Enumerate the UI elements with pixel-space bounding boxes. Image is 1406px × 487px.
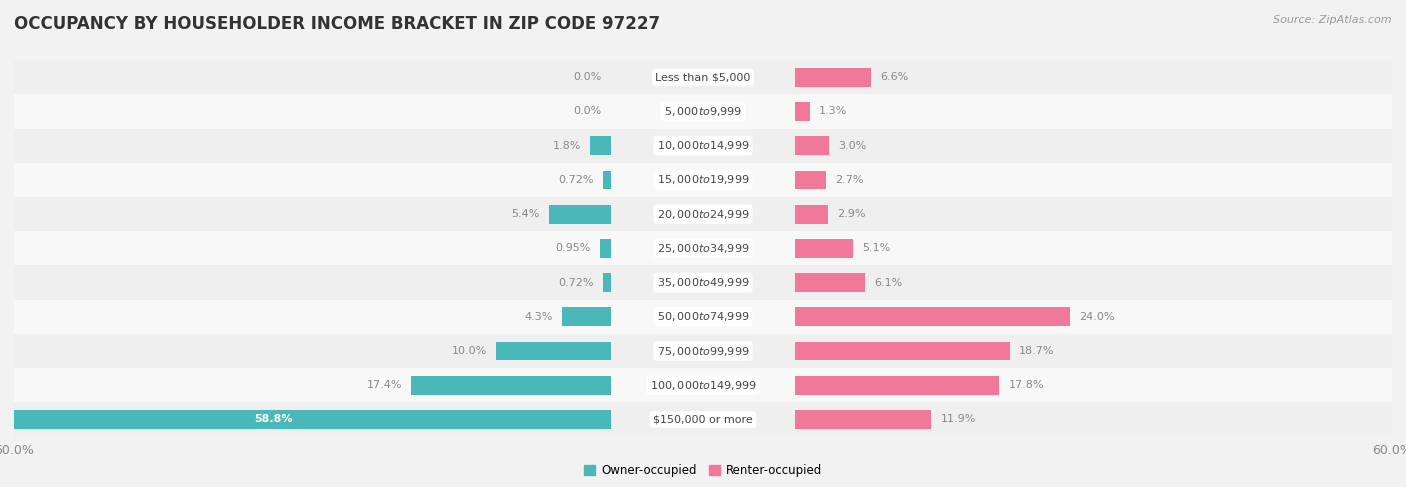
- Text: 10.0%: 10.0%: [451, 346, 486, 356]
- Text: Less than $5,000: Less than $5,000: [655, 72, 751, 82]
- Text: 0.95%: 0.95%: [555, 244, 591, 253]
- Bar: [794, 341, 1010, 360]
- Bar: [496, 341, 612, 360]
- Bar: [14, 60, 1392, 94]
- Text: 18.7%: 18.7%: [1019, 346, 1054, 356]
- Bar: [794, 376, 1000, 394]
- Text: 5.1%: 5.1%: [863, 244, 891, 253]
- Text: 0.0%: 0.0%: [574, 72, 602, 82]
- Text: $20,000 to $24,999: $20,000 to $24,999: [657, 207, 749, 221]
- Bar: [14, 402, 1392, 436]
- Bar: [14, 265, 1392, 300]
- Text: 11.9%: 11.9%: [941, 414, 976, 425]
- Bar: [794, 410, 932, 429]
- Text: 1.8%: 1.8%: [553, 141, 581, 150]
- Text: $10,000 to $14,999: $10,000 to $14,999: [657, 139, 749, 152]
- Text: $75,000 to $99,999: $75,000 to $99,999: [657, 344, 749, 357]
- Legend: Owner-occupied, Renter-occupied: Owner-occupied, Renter-occupied: [579, 459, 827, 482]
- Bar: [794, 205, 828, 224]
- Bar: [412, 376, 612, 394]
- Bar: [603, 273, 612, 292]
- Text: $150,000 or more: $150,000 or more: [654, 414, 752, 425]
- Bar: [14, 163, 1392, 197]
- Bar: [14, 94, 1392, 129]
- Bar: [0, 410, 612, 429]
- Bar: [794, 307, 1070, 326]
- Text: 17.4%: 17.4%: [367, 380, 402, 390]
- Text: $25,000 to $34,999: $25,000 to $34,999: [657, 242, 749, 255]
- Bar: [14, 334, 1392, 368]
- Text: $15,000 to $19,999: $15,000 to $19,999: [657, 173, 749, 187]
- Text: 4.3%: 4.3%: [524, 312, 553, 322]
- Text: 58.8%: 58.8%: [254, 414, 292, 425]
- Text: 2.7%: 2.7%: [835, 175, 863, 185]
- Text: 0.72%: 0.72%: [558, 175, 593, 185]
- Bar: [794, 239, 853, 258]
- Bar: [14, 300, 1392, 334]
- Bar: [603, 170, 612, 189]
- Bar: [600, 239, 612, 258]
- Bar: [794, 273, 865, 292]
- Bar: [794, 136, 830, 155]
- Text: 6.1%: 6.1%: [875, 278, 903, 288]
- Text: 0.0%: 0.0%: [574, 107, 602, 116]
- Text: $100,000 to $149,999: $100,000 to $149,999: [650, 379, 756, 392]
- Text: $35,000 to $49,999: $35,000 to $49,999: [657, 276, 749, 289]
- Bar: [562, 307, 612, 326]
- Text: 6.6%: 6.6%: [880, 72, 908, 82]
- Bar: [794, 102, 810, 121]
- Bar: [14, 231, 1392, 265]
- Text: 1.3%: 1.3%: [818, 107, 848, 116]
- Bar: [794, 68, 870, 87]
- Bar: [14, 197, 1392, 231]
- Bar: [794, 170, 825, 189]
- Text: 3.0%: 3.0%: [838, 141, 866, 150]
- Text: $5,000 to $9,999: $5,000 to $9,999: [664, 105, 742, 118]
- Text: 24.0%: 24.0%: [1080, 312, 1115, 322]
- Text: 5.4%: 5.4%: [512, 209, 540, 219]
- Bar: [14, 368, 1392, 402]
- Text: Source: ZipAtlas.com: Source: ZipAtlas.com: [1274, 15, 1392, 25]
- Bar: [550, 205, 612, 224]
- Text: 17.8%: 17.8%: [1008, 380, 1043, 390]
- Text: 2.9%: 2.9%: [838, 209, 866, 219]
- Text: $50,000 to $74,999: $50,000 to $74,999: [657, 310, 749, 323]
- Text: OCCUPANCY BY HOUSEHOLDER INCOME BRACKET IN ZIP CODE 97227: OCCUPANCY BY HOUSEHOLDER INCOME BRACKET …: [14, 15, 661, 33]
- Text: 0.72%: 0.72%: [558, 278, 593, 288]
- Bar: [591, 136, 612, 155]
- Bar: [14, 129, 1392, 163]
